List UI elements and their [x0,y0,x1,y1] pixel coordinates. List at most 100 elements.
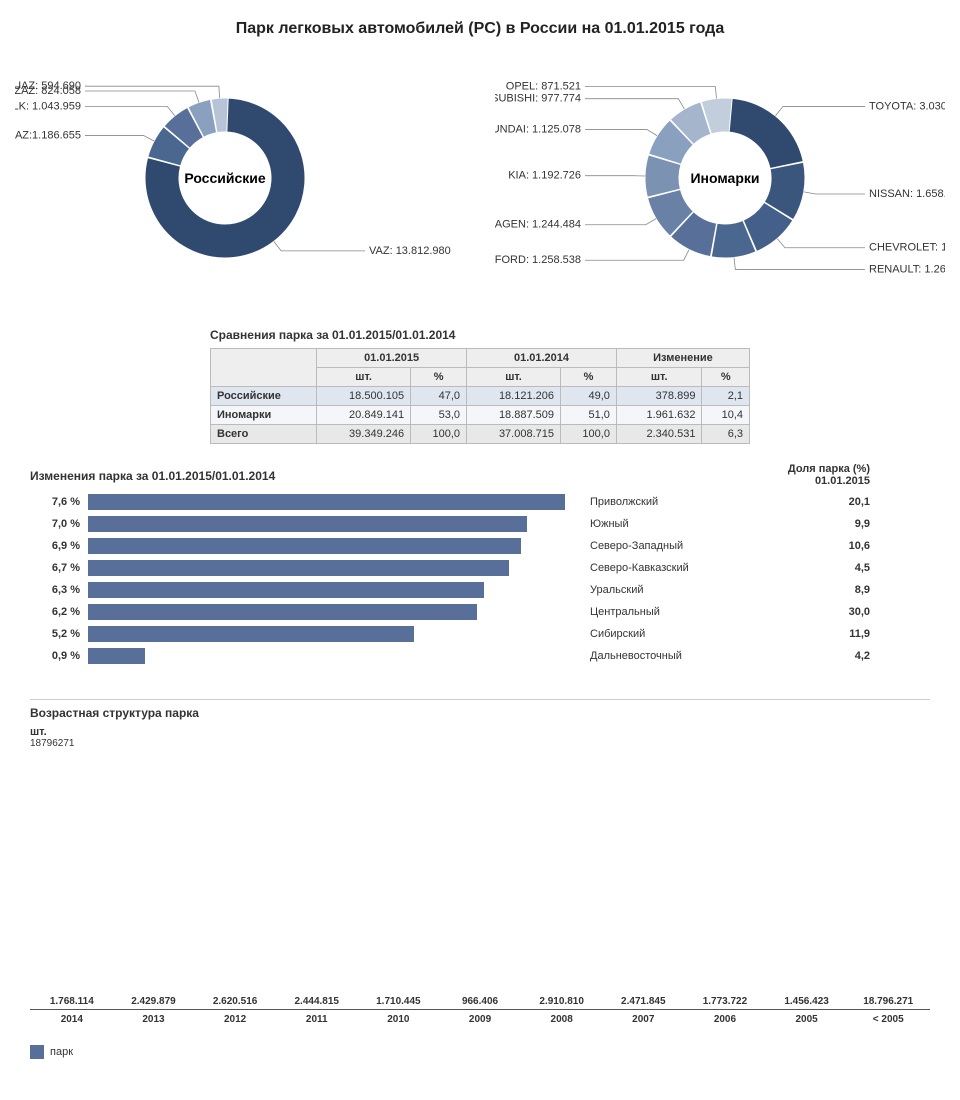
hbar-fill [88,494,565,510]
region-head-2: 01.01.2015 [815,475,870,487]
vbar-value: 18.796.271 [863,996,913,1007]
donut-label: HYUNDAI: 1.125.078 [495,123,581,135]
vbar-col: 2.620.516 [201,996,269,1009]
region-name: Приволжский [590,496,658,508]
donut-center-label: Российские [184,170,266,186]
vbar-value: 2.910.810 [539,996,584,1007]
vbar-col: 18.796.271 [854,996,922,1009]
vbar-xlabel: 2009 [446,1014,514,1025]
region-share: 4,5 [855,562,870,574]
donut-label: CHEVROLET: 1.346.956 [869,242,945,254]
donut-label: AZLK: 1.043.959 [15,100,81,112]
hbar-row: 5,2 % [30,625,590,643]
hbar-fill [88,538,521,554]
donut-label: OPEL: 871.521 [506,81,581,93]
donut-label: FORD: 1.258.538 [495,254,581,266]
donut-foreign: TOYOTA: 3.030.410 NISSAN: 1.658.063 CHEVRO… [495,48,945,308]
legend-label: парк [50,1046,73,1058]
region-row: Сибирский 11,9 [590,625,930,643]
region-row: Центральный 30,0 [590,603,930,621]
hbar-pct: 6,3 % [30,584,88,596]
vbars-ymax: 18796271 [30,738,930,749]
hbar-pct: 6,2 % [30,606,88,618]
region-share: 4,2 [855,650,870,662]
donut-segment [725,98,803,168]
hbar-row: 0,9 % [30,647,590,665]
vbars-ylabel: шт. [30,726,930,738]
hbar-pct: 6,9 % [30,540,88,552]
donut-label: VOLKSWAGEN: 1.244.484 [495,219,581,231]
hbar-pct: 0,9 % [30,650,88,662]
vbar-col: 966.406 [446,996,514,1009]
region-name: Дальневосточный [590,650,682,662]
hbar-pct: 7,0 % [30,518,88,530]
vbar-value: 1.710.445 [376,996,421,1007]
legend-swatch [30,1045,44,1059]
donut-label: NISSAN: 1.658.063 [869,188,945,200]
vbar-col: 2.910.810 [528,996,596,1009]
hbar-row: 6,7 % [30,559,590,577]
vbar-value: 2.620.516 [213,996,258,1007]
donut-russian: VAZ: 13.812.980 GAZ:1.186.655 AZLK: 1.043.… [15,48,465,308]
donut-label: GAZ:1.186.655 [15,129,81,141]
hbar-pct: 5,2 % [30,628,88,640]
hbar-row: 7,6 % [30,493,590,511]
hbar-pct: 6,7 % [30,562,88,574]
vbar-col: 2.429.879 [120,996,188,1009]
vbar-xlabel: 2014 [38,1014,106,1025]
vbar-xlabel: 2007 [609,1014,677,1025]
hbar-pct: 7,6 % [30,496,88,508]
donut-label: MITSUBISHI: 977.774 [495,93,581,105]
region-row: Дальневосточный 4,2 [590,647,930,665]
vbar-value: 966.406 [462,996,498,1007]
donut-label: RENAULT: 1.267.615 [869,263,945,275]
hbars-chart: 7,6 % 7,0 % 6,9 % 6,7 % 6,3 % 6,2 % 5, [30,493,590,669]
hbar-row: 6,2 % [30,603,590,621]
hbars-section: Изменения парка за 01.01.2015/01.01.2014… [30,469,930,669]
region-share: 10,6 [849,540,870,552]
vbar-xlabel: 2008 [528,1014,596,1025]
region-name: Сибирский [590,628,645,640]
comparison-title: Сравнения парка за 01.01.2015/01.01.2014 [210,328,750,342]
vbar-value: 2.444.815 [294,996,339,1007]
donut-label: VAZ: 13.812.980 [369,245,451,257]
hbar-fill [88,648,145,664]
table-row: Всего39.349.246100,037.008.715100,02.340… [211,425,750,444]
hbar-row: 6,3 % [30,581,590,599]
region-row: Уральский 8,9 [590,581,930,599]
vbar-value: 2.471.845 [621,996,666,1007]
donuts-row: VAZ: 13.812.980 GAZ:1.186.655 AZLK: 1.043.… [0,48,960,308]
hbar-row: 6,9 % [30,537,590,555]
region-row: Южный 9,9 [590,515,930,533]
vbars-section: Возрастная структура парка шт. 18796271 … [30,699,930,1025]
vbar-xlabel: 2012 [201,1014,269,1025]
region-row: Северо-Кавказский 4,5 [590,559,930,577]
vbar-col: 1.456.423 [773,996,841,1009]
vbar-value: 2.429.879 [131,996,176,1007]
donut-center-label: Иномарки [690,170,759,186]
region-share: 30,0 [849,606,870,618]
donut-label: UAZ: 594.690 [15,80,81,92]
vbar-col: 1.773.722 [691,996,759,1009]
donut-label: TOYOTA: 3.030.410 [869,101,945,113]
page-title: Парк легковых автомобилей (PC) в России … [0,20,960,38]
vbar-col: 2.444.815 [283,996,351,1009]
vbars-xlabels: 2014201320122011201020092008200720062005… [30,1010,930,1025]
legend: парк [30,1045,960,1059]
region-name: Северо-Западный [590,540,683,552]
vbar-xlabel: 2006 [691,1014,759,1025]
region-head-1: Доля парка (%) [788,463,870,475]
vbar-xlabel: < 2005 [854,1014,922,1025]
region-share: 8,9 [855,584,870,596]
comparison-table: 01.01.201501.01.2014Изменениешт.%шт.%шт.… [210,348,750,444]
hbar-fill [88,582,484,598]
vbar-value: 1.768.114 [50,996,94,1007]
hbar-row: 7,0 % [30,515,590,533]
region-share: 11,9 [849,628,870,640]
region-name: Уральский [590,584,643,596]
hbar-fill [88,604,477,620]
vbars-title: Возрастная структура парка [30,699,930,720]
vbar-col: 1.768.114 [38,996,106,1009]
vbar-xlabel: 2013 [120,1014,188,1025]
vbar-col: 2.471.845 [609,996,677,1009]
